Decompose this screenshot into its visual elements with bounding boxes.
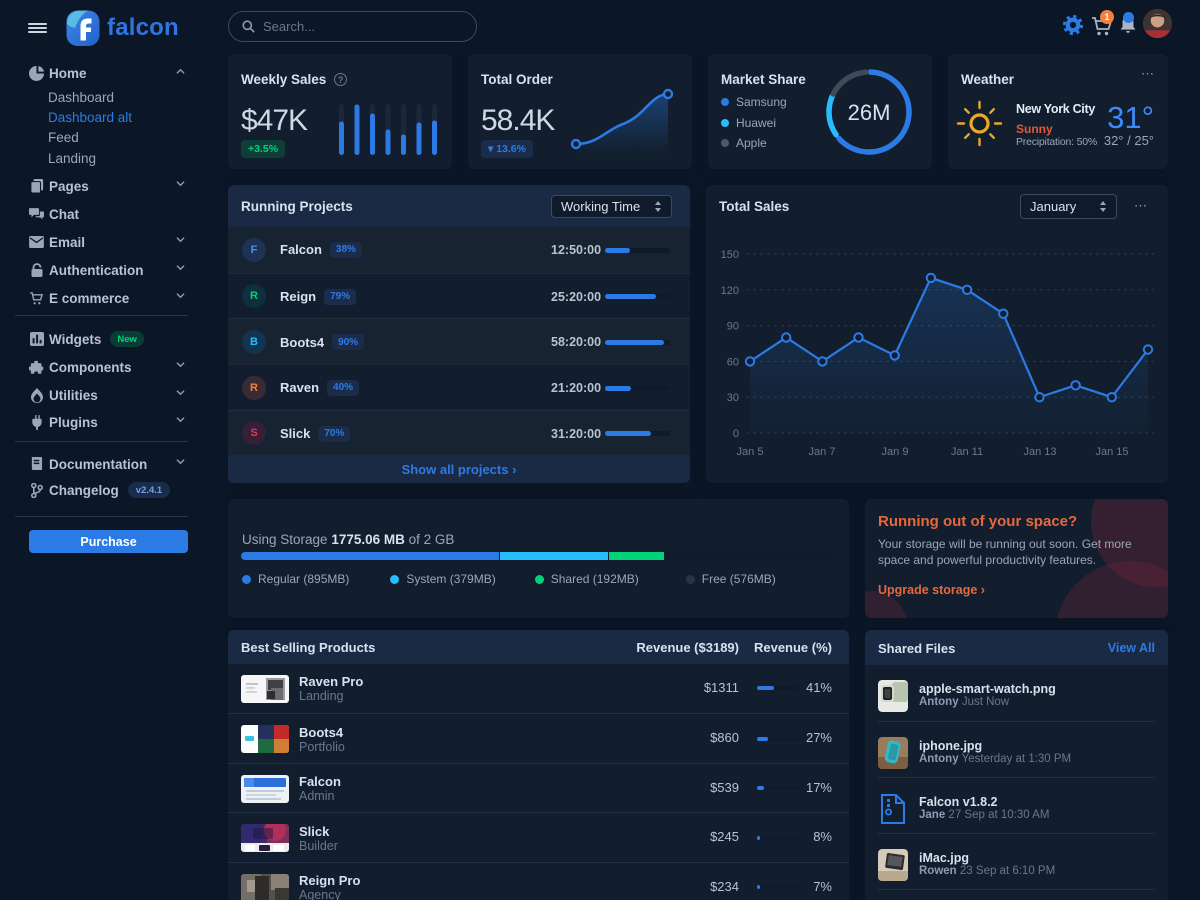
- svg-text:Jan 9: Jan 9: [882, 446, 909, 458]
- svg-text:0: 0: [733, 428, 739, 440]
- svg-text:Jan 11: Jan 11: [951, 446, 983, 458]
- svg-text:120: 120: [721, 285, 739, 297]
- svg-text:Jan 13: Jan 13: [1023, 446, 1056, 458]
- svg-text:Jan 7: Jan 7: [809, 446, 836, 458]
- svg-text:Jan 15: Jan 15: [1095, 446, 1128, 458]
- svg-text:60: 60: [727, 356, 739, 368]
- svg-text:150: 150: [721, 249, 739, 261]
- svg-text:30: 30: [727, 392, 739, 404]
- svg-text:Jan 5: Jan 5: [737, 446, 764, 458]
- svg-text:26M: 26M: [848, 100, 891, 125]
- svg-text:90: 90: [727, 321, 739, 333]
